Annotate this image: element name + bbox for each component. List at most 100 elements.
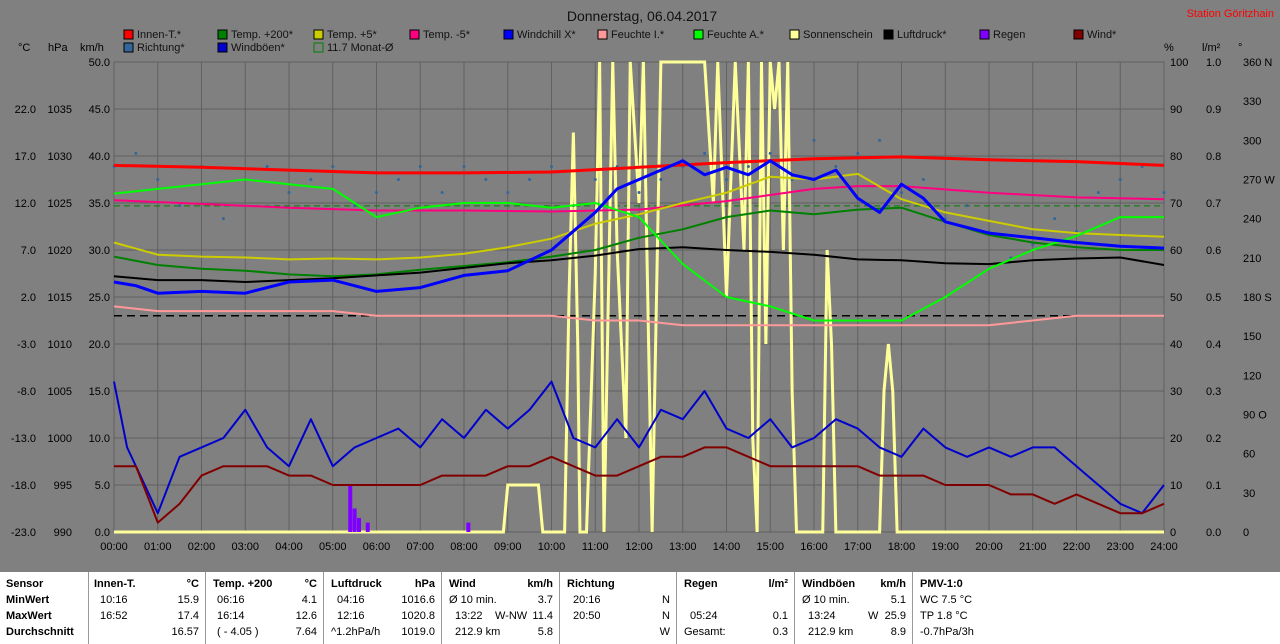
direction-point-20 — [550, 164, 553, 168]
y-lm2-tick-1: 0.9 — [1206, 104, 1221, 116]
legend-swatch-7 — [789, 29, 800, 40]
x-tick-8: 08:00 — [450, 541, 478, 553]
legend-label-11: Richtung* — [137, 42, 185, 54]
temp-header: Temp. +200 — [213, 578, 273, 590]
statistics-table: Sensor MinWert MaxWert Durchschnitt Inne… — [0, 572, 1280, 644]
temp-max-value: 12.6 — [295, 610, 317, 622]
direction-point-13 — [396, 178, 400, 181]
y-celsius-tick-8: -18.0 — [11, 480, 36, 492]
direction-point-2 — [156, 178, 160, 181]
innen-header: Innen-T. — [94, 578, 136, 590]
legend-swatch-5 — [597, 29, 608, 40]
stats-col-sensor: Sensor MinWert MaxWert Durchschnitt — [0, 572, 89, 644]
y-lm2-tick-6: 0.4 — [1206, 339, 1221, 351]
sunshine-series — [114, 60, 1164, 534]
wind-max-value: 11.4 — [532, 610, 553, 622]
y-hpa-tick-3: 1020 — [48, 245, 72, 257]
x-tick-11: 11:00 — [582, 541, 609, 553]
legend-swatch-0 — [123, 29, 134, 40]
direction-point-36 — [900, 191, 903, 195]
y-deg-tick-12: 0 — [1243, 527, 1249, 539]
y-hpa-tick-0: 1035 — [48, 104, 72, 116]
unit-celsius: °C — [18, 42, 30, 54]
boeen-distance: 212.9 km — [808, 626, 854, 638]
legend-label-6: Feuchte A.* — [707, 29, 765, 41]
x-tick-18: 18:00 — [888, 541, 916, 553]
y-kmh-tick-2: 40.0 — [89, 151, 110, 163]
regen-header: Regen — [684, 578, 718, 590]
series-feuchte-i — [113, 305, 1164, 327]
x-tick-16: 16:00 — [800, 541, 828, 553]
direction-point-11 — [353, 204, 357, 208]
legend-swatch-12 — [217, 42, 228, 53]
y-percent-tick-4: 60 — [1170, 245, 1182, 257]
series-windb-en — [113, 380, 1165, 515]
innen-unit: °C — [186, 578, 199, 590]
temp-unit: °C — [304, 578, 317, 590]
temp-avg-value: 7.64 — [295, 626, 317, 638]
druck-min-time: 04:16 — [337, 594, 365, 606]
x-tick-10: 10:00 — [538, 541, 566, 553]
legend-swatch-2 — [313, 29, 324, 40]
druck-header: Luftdruck — [331, 578, 382, 590]
pmv-windchill: WC 7.5 °C — [920, 594, 973, 606]
y-kmh-tick-4: 30.0 — [89, 245, 110, 257]
x-tick-15: 15:00 — [756, 541, 784, 553]
innen-min-time: 10:16 — [100, 594, 128, 606]
y-deg-tick-5: 210 — [1243, 253, 1261, 265]
wind-min-label: Ø 10 min. — [449, 594, 497, 606]
legend-label-10: Wind* — [1087, 29, 1117, 41]
direction-point-3 — [178, 204, 182, 208]
wind-max-direction: W-NW — [495, 610, 528, 622]
direction-point-9 — [309, 178, 313, 181]
boeen-min-label: Ø 10 min. — [802, 594, 850, 606]
y-kmh-tick-9: 5.0 — [95, 480, 110, 492]
stats-col-temp: Temp. +200 °C 06:16 4.1 16:14 12.6 ( - 4… — [205, 572, 324, 644]
druck-trend: ^1.2hPa/h — [331, 626, 381, 638]
x-tick-3: 03:00 — [231, 541, 259, 553]
series-temp-5 — [113, 185, 1165, 213]
wind-distance: 212.9 km — [455, 626, 501, 638]
y-deg-tick-6: 180 S — [1243, 292, 1272, 304]
direction-point-5 — [221, 217, 225, 221]
druck-avg-value: 1019.0 — [401, 626, 435, 638]
boeen-header: Windböen — [802, 578, 856, 590]
boeen-unit: km/h — [880, 578, 906, 590]
y-deg-tick-2: 300 — [1243, 135, 1261, 147]
y-celsius-tick-5: -3.0 — [17, 339, 36, 351]
x-tick-24: 24:00 — [1150, 541, 1178, 553]
richtung-min-value: N — [662, 594, 670, 606]
regen-max-value: 0.1 — [772, 610, 788, 622]
y-deg-tick-11: 30 — [1243, 488, 1255, 500]
stats-col-regen: Regen l/m² 05:24 0.1 Gesamt: 0.3 — [676, 572, 795, 644]
legend-swatch-1 — [217, 29, 228, 40]
y-hpa-tick-8: 995 — [54, 480, 72, 492]
regen-max-time: 05:24 — [690, 610, 718, 622]
y-deg-tick-3: 270 W — [1243, 175, 1275, 187]
y-celsius-tick-3: 7.0 — [21, 245, 36, 257]
y-deg-tick-4: 240 — [1243, 214, 1261, 226]
direction-point-45 — [1096, 191, 1100, 195]
stats-col-pmv: PMV-1:0 WC 7.5 °C TP 1.8 °C -0.7hPa/3h — [912, 572, 1279, 644]
line-series — [113, 155, 1165, 524]
direction-point-14 — [418, 164, 422, 168]
richtung-avg-value: W — [659, 626, 670, 638]
max-label: MaxWert — [6, 610, 52, 622]
x-tick-6: 06:00 — [363, 541, 391, 553]
y-kmh-tick-3: 35.0 — [89, 198, 110, 210]
direction-point-24 — [637, 191, 641, 195]
temp-avg-diff: ( - 4.05 ) — [217, 626, 259, 638]
regen-total-label: Gesamt: — [684, 626, 726, 638]
y-lm2-tick-2: 0.8 — [1206, 151, 1221, 163]
legend-swatch-13 — [313, 42, 324, 53]
legend-label-0: Innen-T.* — [137, 29, 182, 41]
pmv-dewpoint: TP 1.8 °C — [920, 610, 968, 622]
y-hpa-tick-7: 1000 — [48, 433, 72, 445]
y-deg-tick-7: 150 — [1243, 331, 1261, 343]
direction-point-12 — [375, 191, 378, 195]
series-temp-5 — [113, 172, 1165, 261]
y-kmh-tick-7: 15.0 — [89, 386, 110, 398]
series-wind — [114, 446, 1165, 524]
y-deg-tick-0: 360 N — [1243, 57, 1272, 69]
direction-point-46 — [1118, 178, 1122, 181]
